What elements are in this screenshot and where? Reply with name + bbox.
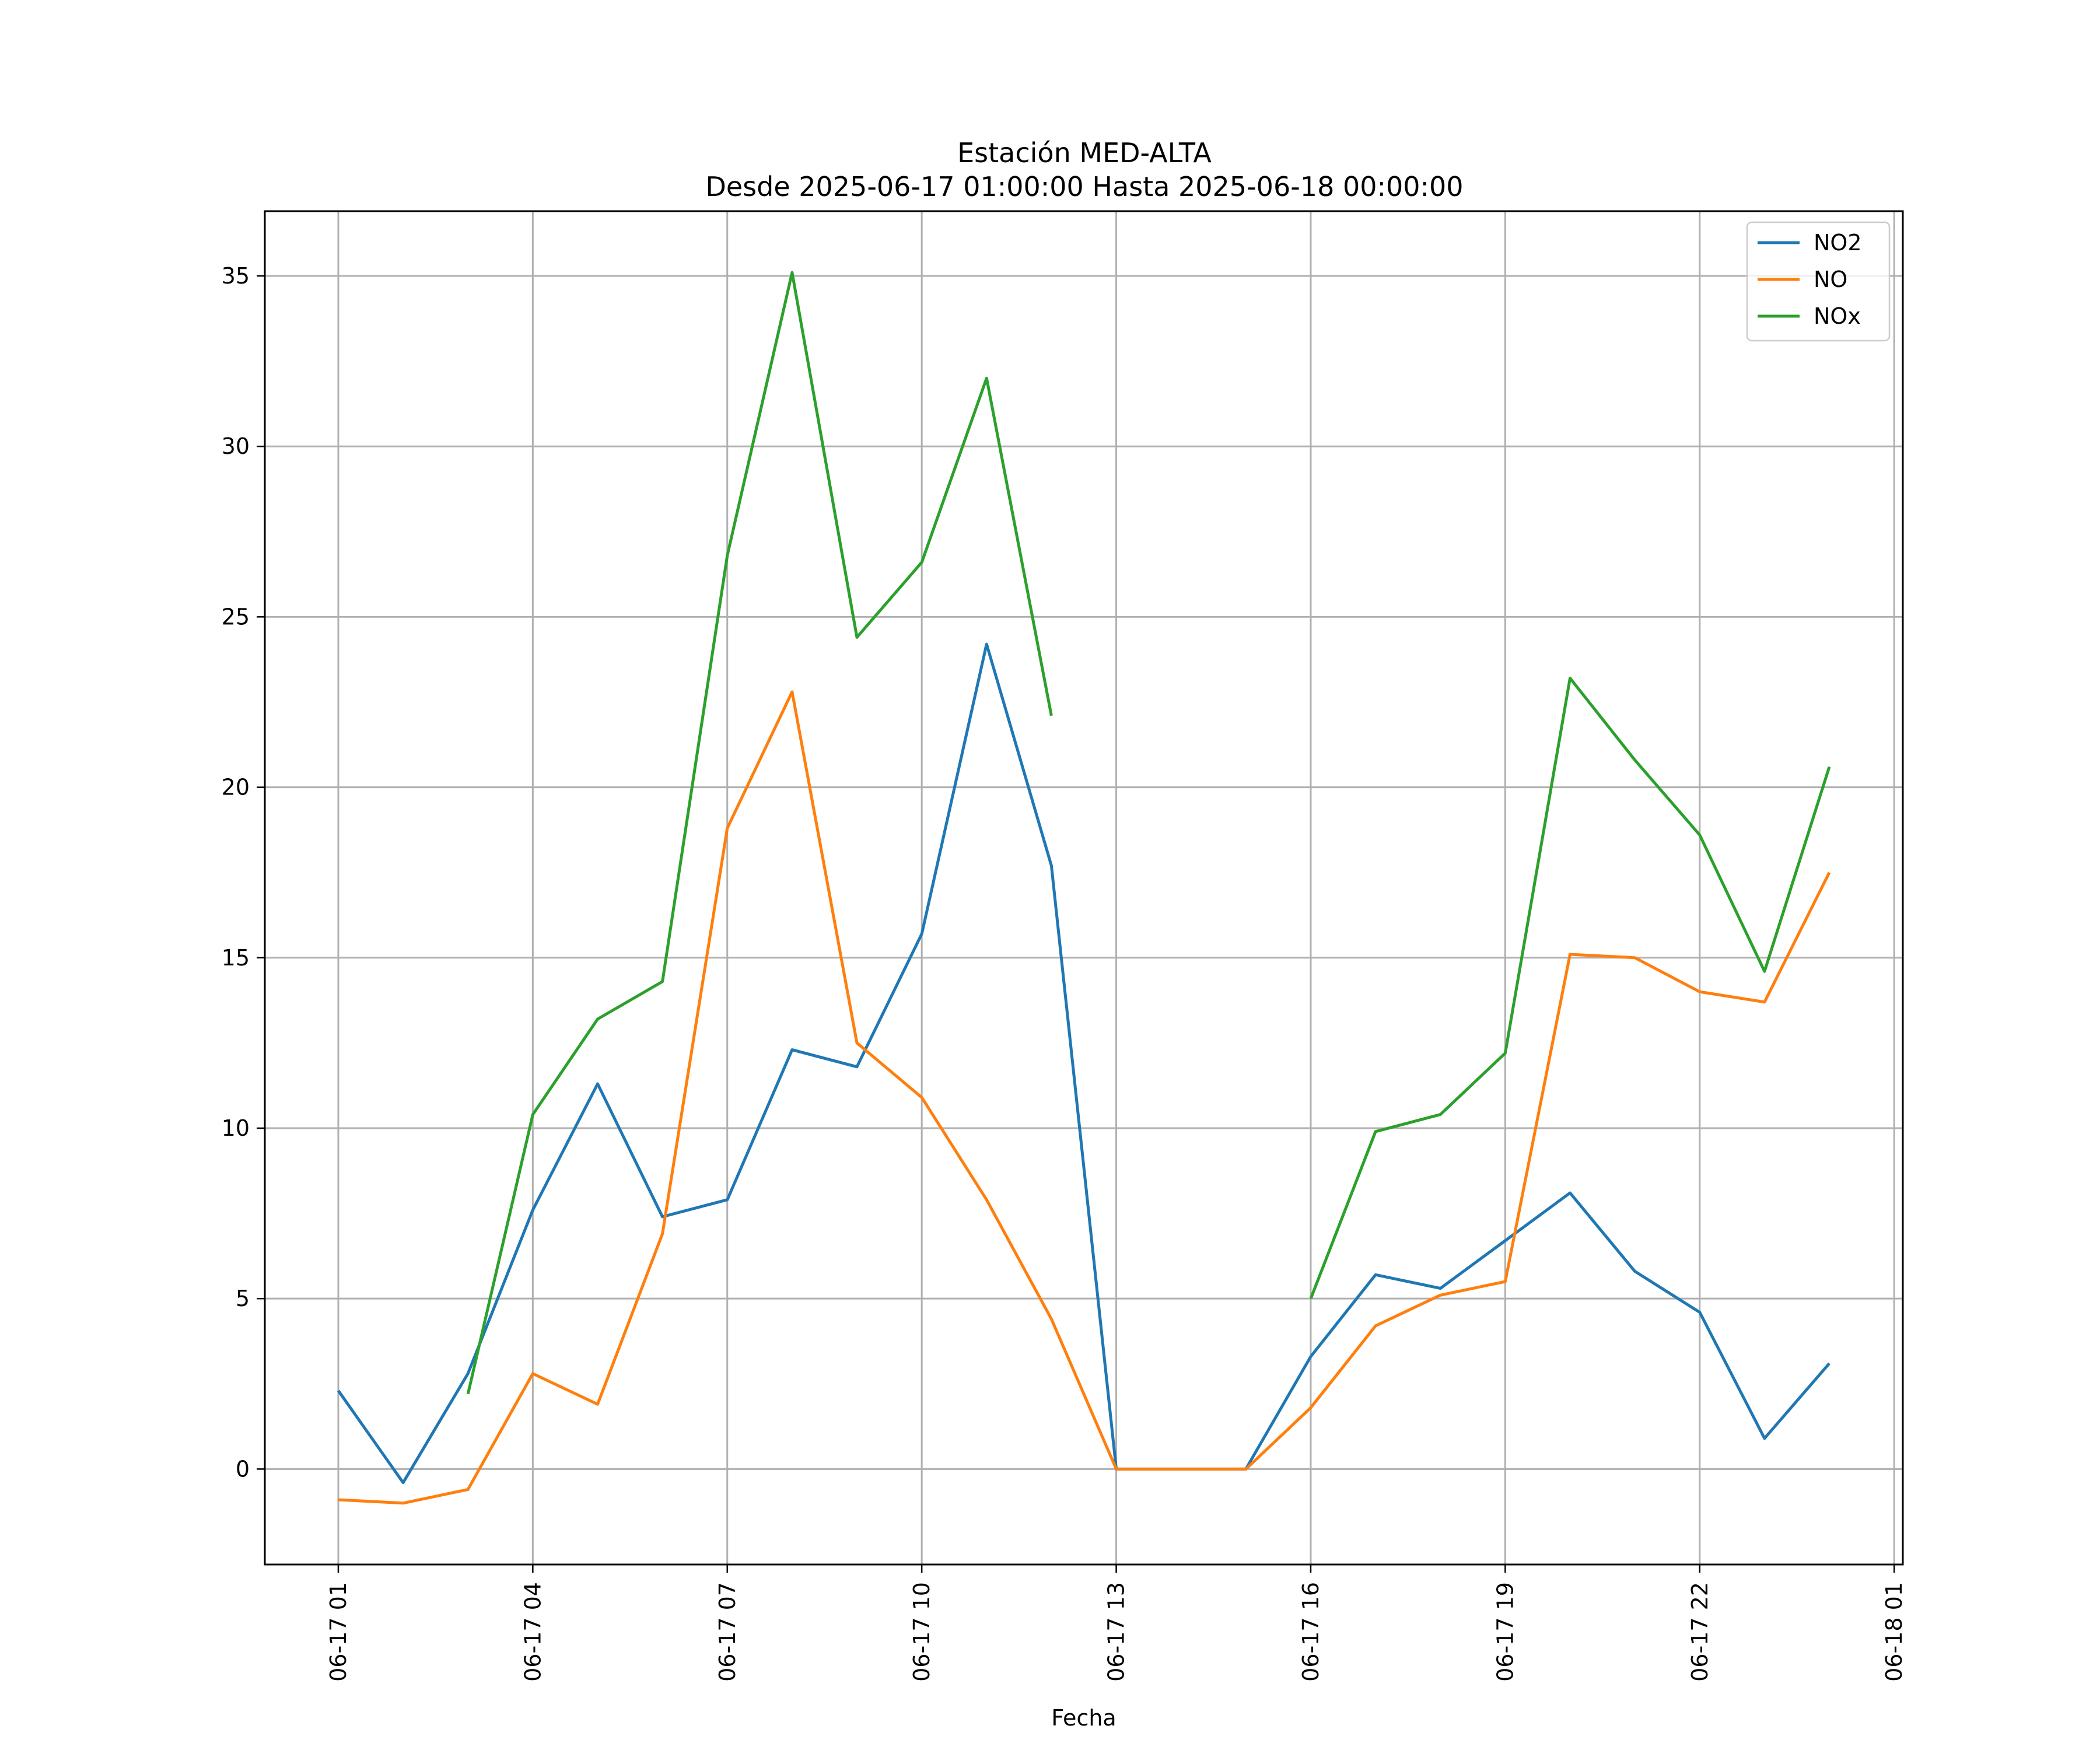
grid [265,211,1903,1564]
legend: NO2 NO NOx [1747,222,1889,341]
x-axis-label: Fecha [1051,1705,1116,1731]
x-tick-label: 06-17 01 [326,1582,351,1682]
y-tick-label: 5 [236,1286,250,1311]
chart-title: Estación MED-ALTA [957,137,1212,169]
y-tick-label: 35 [222,263,250,289]
legend-label-nox: NOx [1814,303,1861,329]
x-tick-label: 06-17 10 [909,1582,935,1682]
y-tick-label: 25 [222,604,250,629]
chart-subtitle: Desde 2025-06-17 01:00:00 Hasta 2025-06-… [705,171,1463,202]
y-tick-label: 20 [222,775,250,800]
y-tick-label: 10 [222,1115,250,1141]
x-tick-label: 06-17 13 [1104,1582,1129,1682]
y-tick-label: 15 [222,945,250,971]
x-tick-label: 06-17 04 [520,1582,545,1682]
y-tick-label: 30 [222,433,250,459]
y-tick-label: 0 [236,1456,250,1482]
x-tick-label: 06-18 01 [1881,1582,1907,1682]
x-tick-label: 06-17 16 [1298,1582,1324,1682]
x-tick-label: 06-17 22 [1687,1582,1713,1682]
x-tick-label: 06-17 19 [1492,1582,1518,1682]
series-lines [338,272,1829,1503]
series-line-no2 [338,644,1829,1483]
x-tick-label: 06-17 07 [715,1582,740,1682]
legend-label-no2: NO2 [1814,230,1862,256]
plot-frame [265,211,1903,1564]
series-line-no [338,692,1829,1503]
series-line-nox [468,272,1829,1394]
legend-label-no: NO [1814,267,1847,292]
